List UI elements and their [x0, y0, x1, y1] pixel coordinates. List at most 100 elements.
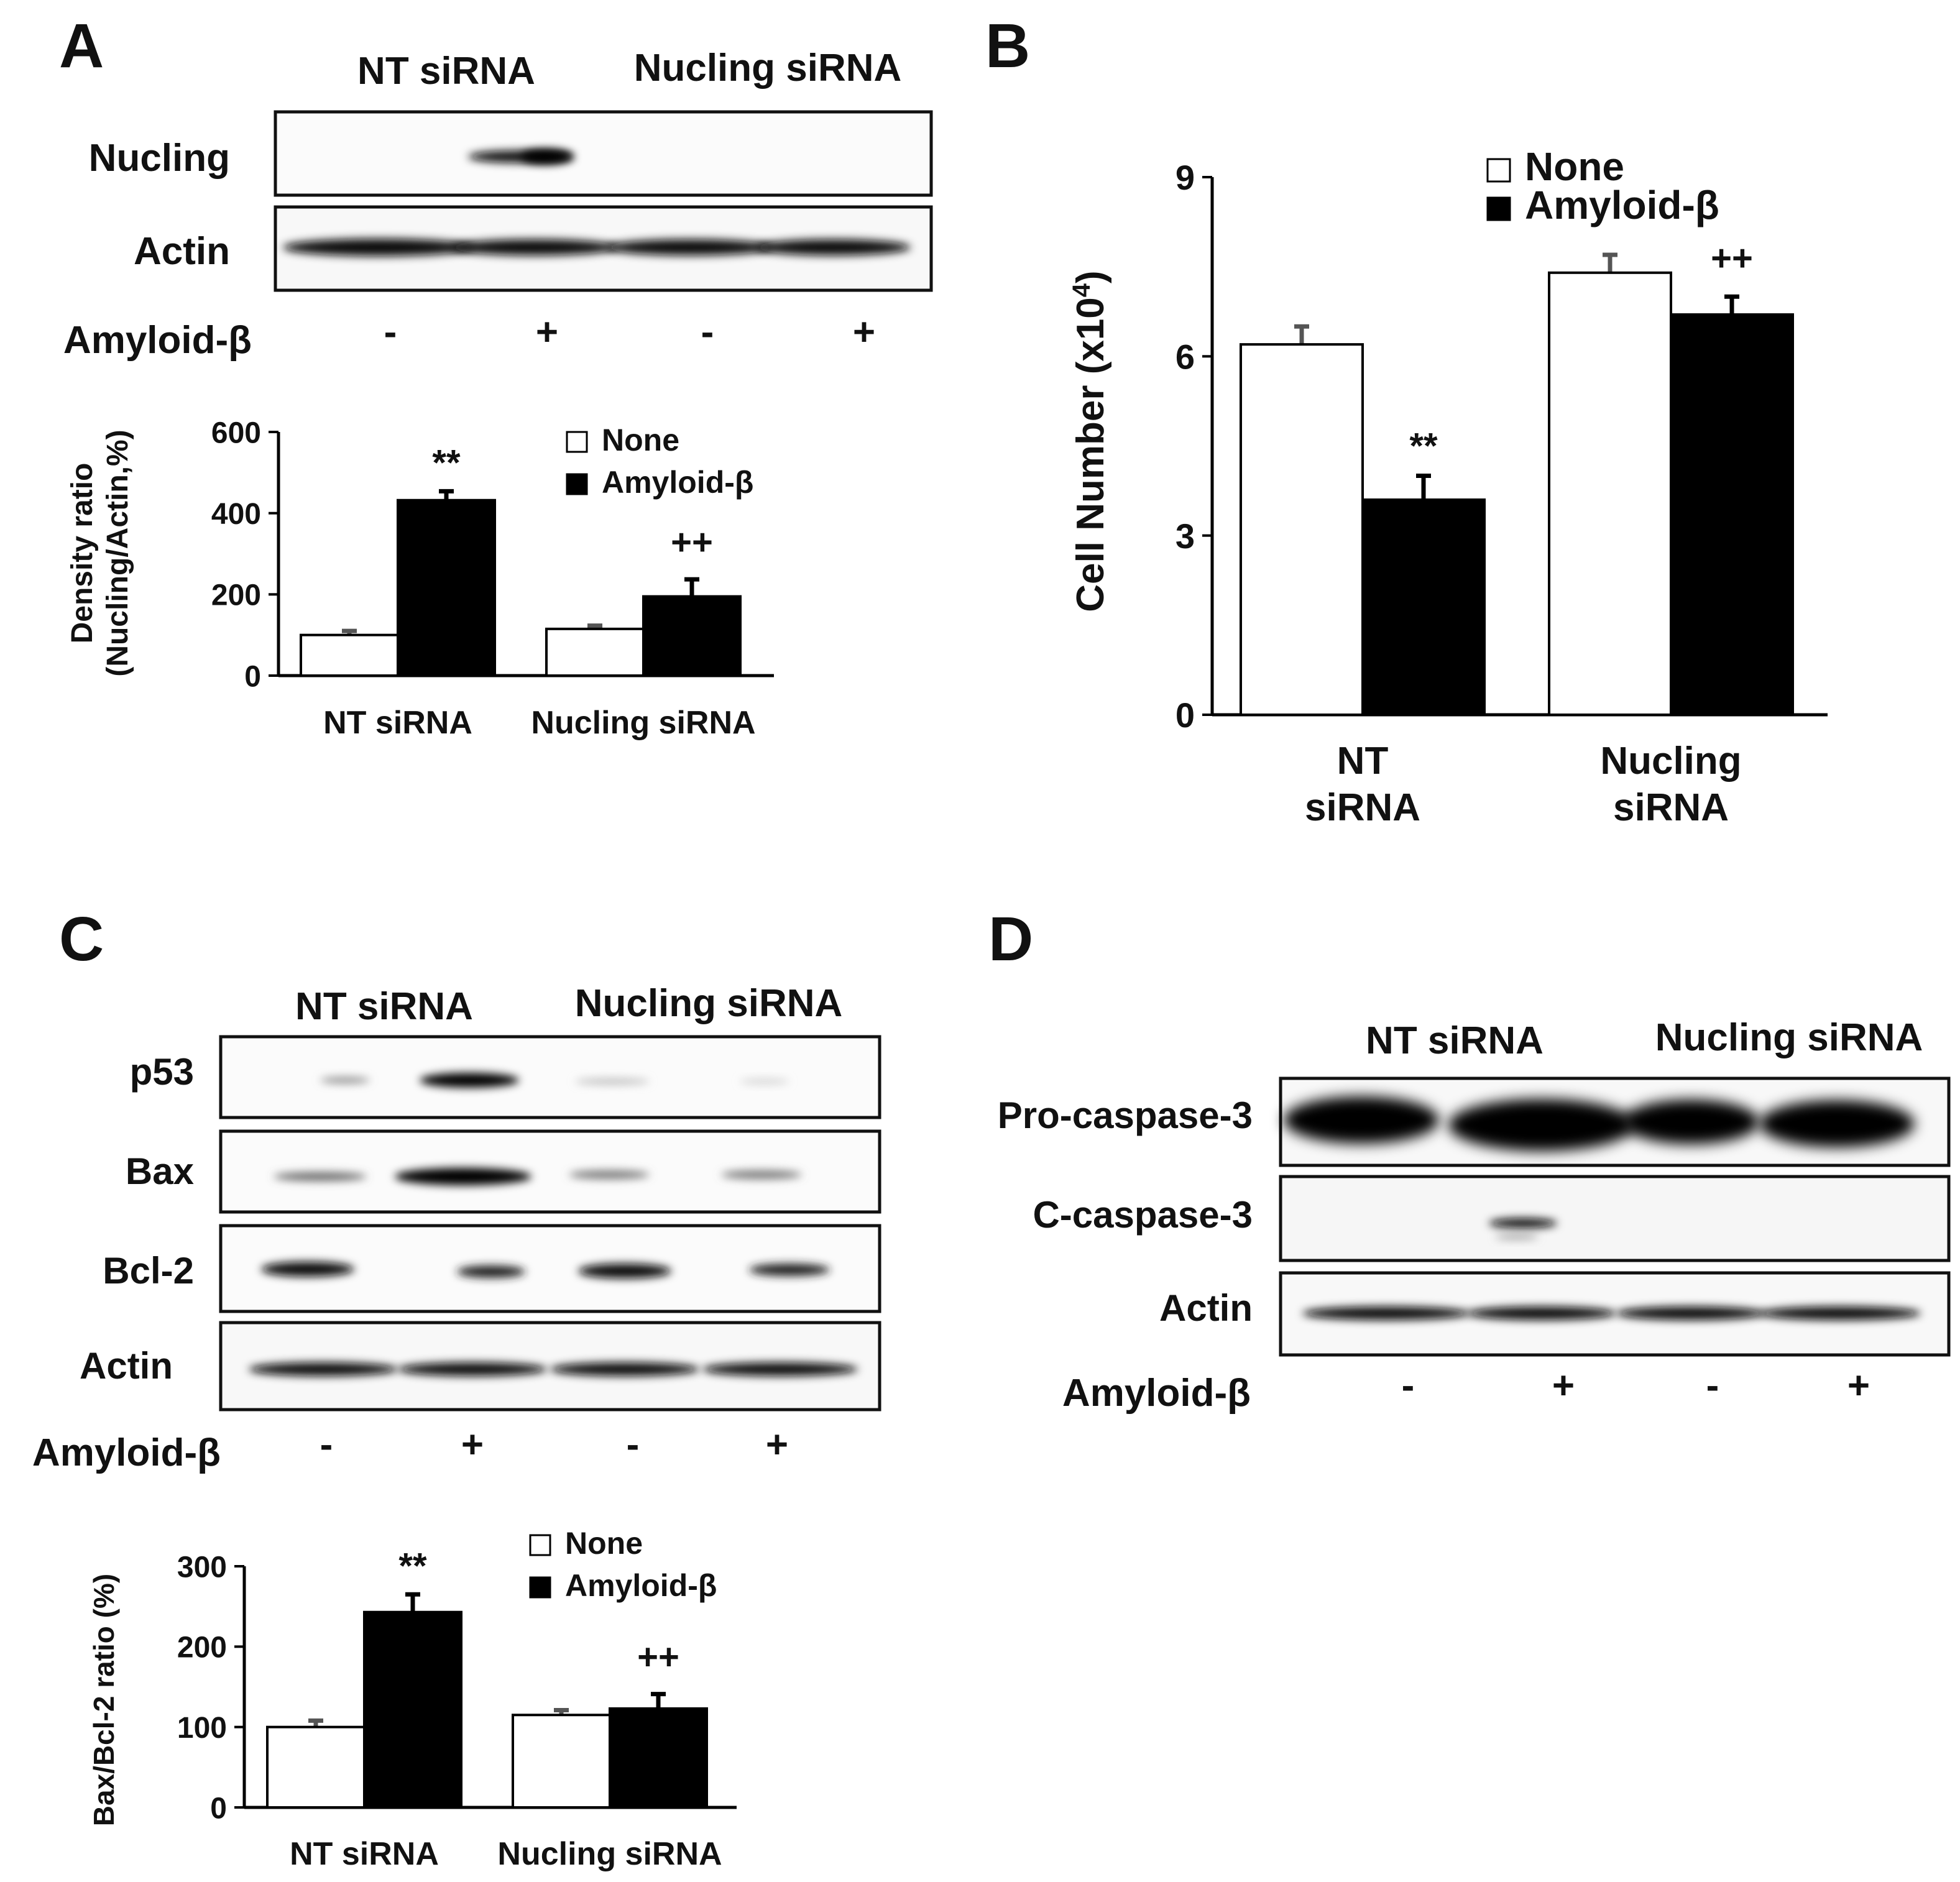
bar-amyloid [363, 1610, 462, 1809]
panel-label-c: C [59, 904, 104, 974]
blot-a-row-label-nucling: Nucling [89, 137, 230, 180]
blot-band [1759, 1306, 1921, 1320]
blot-c-sign: + [766, 1423, 788, 1466]
bar-none [1240, 343, 1364, 716]
blot-d-sign: - [1402, 1364, 1415, 1407]
panel-label-a: A [59, 11, 104, 81]
blot-d-row-label-actin: Actin [1159, 1287, 1253, 1329]
x-category-label: NT siRNA [323, 705, 472, 741]
blot-d-strip-ccaspase3 [1279, 1175, 1951, 1262]
blot-band [451, 239, 619, 255]
y-tick-label: 6 [1176, 337, 1195, 376]
blot-c-sign: + [461, 1423, 484, 1466]
x-category-label: NT [1337, 740, 1389, 783]
blot-band [1616, 1306, 1765, 1320]
panel-d: D NT siRNA Nucling siRNA Pro-caspase-3 C… [988, 904, 1951, 1415]
blot-d-bands-procaspase3 [1284, 1096, 1915, 1151]
bar-none [1548, 271, 1672, 716]
x-category-label: Nucling siRNA [531, 705, 755, 741]
blot-band [283, 239, 476, 256]
blot-d-bands-ccaspase3 [1489, 1218, 1557, 1239]
blot-a-group-nt: NT siRNA [357, 50, 535, 93]
y-axis-label: Bax/Bcl-2 ratio (%) [88, 1574, 120, 1826]
bar-amyloid [642, 595, 742, 677]
blot-c-row-label-bcl2: Bcl-2 [103, 1250, 194, 1292]
blot-band [457, 1265, 525, 1278]
x-category-label: siRNA [1613, 786, 1729, 829]
legend-swatch-none [566, 431, 588, 453]
x-category-label: siRNA [1305, 786, 1420, 829]
bar-none [545, 627, 645, 677]
legend-swatch-amyloid [566, 473, 588, 495]
legend-label: Amyloid-β [1525, 183, 1719, 227]
blot-c-group-nucling: Nucling siRNA [575, 982, 843, 1025]
bar-none [266, 1725, 366, 1809]
blot-a-row-label-actin: Actin [134, 230, 230, 273]
bar-amyloid [1361, 498, 1486, 716]
blot-c-bands-bax [274, 1168, 802, 1185]
blot-band [1284, 1096, 1439, 1144]
blot-d-row-label-procaspase3: Pro-caspase-3 [998, 1095, 1253, 1136]
significance-label: ** [398, 1546, 427, 1586]
blot-band [749, 1264, 830, 1276]
bar-amyloid [397, 498, 496, 677]
blot-band [261, 1262, 354, 1277]
chart-a: 0 200 400 600 ** NT siRNA ++ Nucling siRNA Densi… [66, 416, 774, 741]
bar-amyloid [609, 1707, 708, 1809]
x-category-label: Nucling siRNA [497, 1836, 722, 1872]
blot-d-group-nucling: Nucling siRNA [1655, 1016, 1923, 1059]
legend-label: Amyloid-β [602, 465, 753, 500]
significance-label: ++ [1711, 238, 1753, 278]
blot-band [1448, 1099, 1635, 1151]
bar-none [300, 633, 399, 677]
blot-a-bands-actin [283, 239, 911, 256]
blot-d-sign: + [1847, 1364, 1870, 1407]
blot-band [320, 1077, 370, 1083]
bar-none [512, 1714, 611, 1809]
blot-band [702, 1362, 858, 1376]
blot-band [420, 1073, 519, 1088]
legend-label: None [1525, 144, 1624, 189]
y-axis-label: Cell Number (x104) [1068, 270, 1112, 612]
blot-band [740, 1079, 789, 1084]
y-axis-label-secondary: (Nucling/Actin,%) [101, 429, 134, 676]
legend-swatch-none [1486, 158, 1511, 183]
blot-c-row-label-actin: Actin [80, 1345, 173, 1387]
legend-label: None [565, 1526, 643, 1561]
y-tick-label: 600 [211, 416, 261, 449]
significance-label: ++ [637, 1637, 679, 1678]
blot-band [550, 1362, 699, 1376]
bar-amyloid [1670, 313, 1794, 716]
blot-d-sign: + [1552, 1364, 1575, 1407]
blot-a-sign: - [384, 311, 397, 354]
blot-c-bands-actin [249, 1362, 858, 1376]
y-tick-label: 200 [211, 579, 261, 612]
blot-c-row-label-bax: Bax [126, 1150, 194, 1192]
blot-band [1489, 1218, 1557, 1228]
x-category-label: Nucling [1600, 740, 1741, 783]
y-tick-label: 200 [177, 1632, 227, 1664]
blot-c-bands-p53 [320, 1073, 789, 1088]
y-tick-label: 300 [177, 1551, 227, 1584]
blot-band [575, 1078, 650, 1085]
blot-d-sign: - [1706, 1364, 1719, 1407]
y-tick-label: 3 [1176, 516, 1195, 556]
y-axis-label: Density ratio [66, 463, 99, 644]
blot-band [274, 1172, 367, 1181]
legend-swatch-amyloid [1486, 196, 1511, 221]
x-category-label: NT siRNA [290, 1836, 439, 1872]
blot-a-strip-nucling [274, 110, 933, 197]
blot-a-sign: - [701, 311, 714, 354]
legend-label: None [602, 423, 679, 457]
blot-a-sign: + [853, 311, 875, 354]
blot-a-sign: + [536, 311, 558, 354]
blot-a-bands-nucling [468, 149, 574, 164]
panel-c: C NT siRNA Nucling siRNA p53 Bax Bcl-2 [32, 904, 881, 1872]
blot-band [1467, 1306, 1616, 1320]
blot-band [1495, 1234, 1539, 1239]
blot-band [1759, 1100, 1915, 1147]
chart-c: 0 100 200 300 ** NT siRNA ++ Nucling siRNA Bax/B… [88, 1526, 737, 1872]
blot-c-row-label-p53: p53 [130, 1051, 194, 1093]
y-tick-label: 100 [177, 1712, 227, 1745]
y-tick-label: 400 [211, 498, 261, 531]
